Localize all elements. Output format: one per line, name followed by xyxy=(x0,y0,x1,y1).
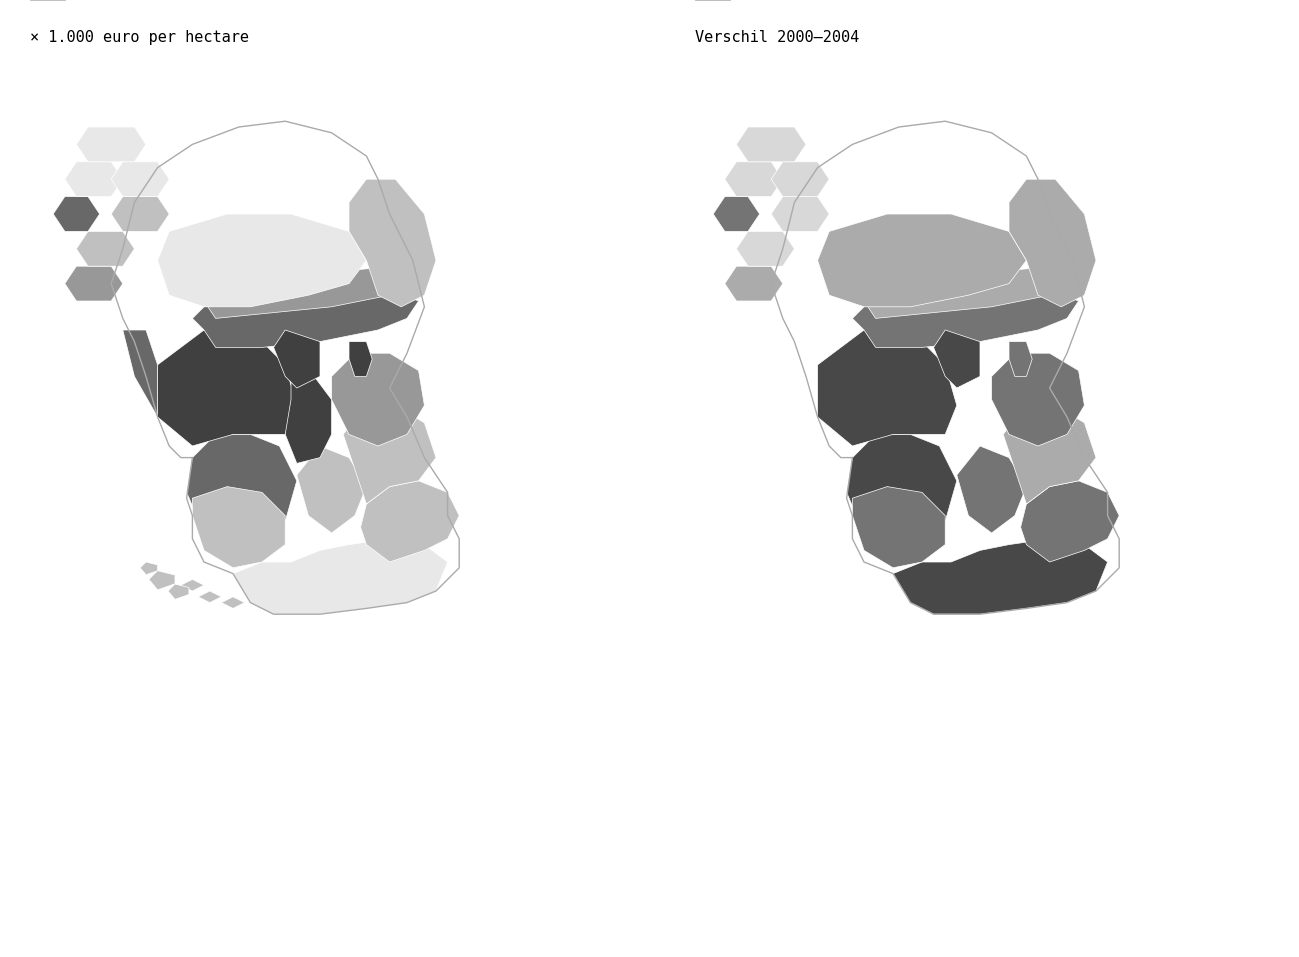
Polygon shape xyxy=(1009,342,1033,376)
Polygon shape xyxy=(772,162,829,196)
Polygon shape xyxy=(192,289,418,347)
Polygon shape xyxy=(892,539,1108,614)
Polygon shape xyxy=(349,179,436,307)
Text: Verschil 2000–2004: Verschil 2000–2004 xyxy=(695,30,859,45)
Polygon shape xyxy=(157,214,366,307)
Polygon shape xyxy=(343,406,436,504)
Polygon shape xyxy=(852,486,946,568)
Text: × 1.000 euro per hectare: × 1.000 euro per hectare xyxy=(30,30,249,45)
Polygon shape xyxy=(1003,406,1096,504)
Polygon shape xyxy=(349,342,373,376)
Polygon shape xyxy=(149,570,175,590)
Polygon shape xyxy=(852,289,1078,347)
Polygon shape xyxy=(77,127,145,162)
Polygon shape xyxy=(192,486,286,568)
Polygon shape xyxy=(233,539,448,614)
Polygon shape xyxy=(221,597,244,609)
Polygon shape xyxy=(168,584,188,599)
Polygon shape xyxy=(65,162,123,196)
Polygon shape xyxy=(157,330,296,446)
Polygon shape xyxy=(187,434,296,550)
Polygon shape xyxy=(77,232,134,266)
Polygon shape xyxy=(817,214,1026,307)
Polygon shape xyxy=(1009,179,1096,307)
Polygon shape xyxy=(725,266,783,301)
Polygon shape xyxy=(112,162,169,196)
Polygon shape xyxy=(817,330,957,446)
Polygon shape xyxy=(737,232,795,266)
Polygon shape xyxy=(296,446,366,533)
Polygon shape xyxy=(181,579,204,591)
Polygon shape xyxy=(361,480,460,562)
Polygon shape xyxy=(65,266,123,301)
Polygon shape xyxy=(192,266,407,319)
Polygon shape xyxy=(847,434,957,550)
Polygon shape xyxy=(53,196,100,232)
Polygon shape xyxy=(725,162,783,196)
Polygon shape xyxy=(737,127,805,162)
Polygon shape xyxy=(957,446,1026,533)
Polygon shape xyxy=(140,562,157,575)
Polygon shape xyxy=(112,196,169,232)
Polygon shape xyxy=(772,196,829,232)
Polygon shape xyxy=(934,330,979,388)
Polygon shape xyxy=(286,376,331,463)
Polygon shape xyxy=(199,591,221,603)
Polygon shape xyxy=(123,330,157,417)
Polygon shape xyxy=(852,266,1066,319)
Polygon shape xyxy=(991,353,1085,446)
Polygon shape xyxy=(331,353,425,446)
Polygon shape xyxy=(1021,480,1120,562)
Polygon shape xyxy=(274,330,320,388)
Polygon shape xyxy=(713,196,760,232)
